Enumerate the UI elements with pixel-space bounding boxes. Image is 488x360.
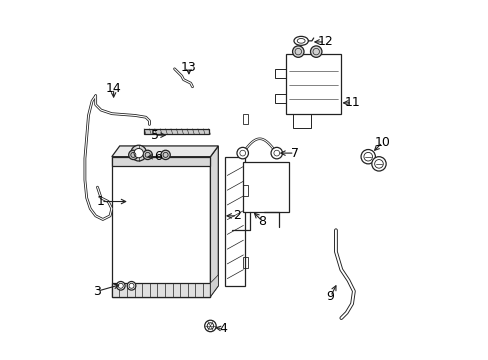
Circle shape bbox=[292, 46, 304, 57]
Circle shape bbox=[204, 320, 216, 332]
Bar bbox=[242, 162, 289, 212]
Text: 1: 1 bbox=[97, 195, 105, 208]
Ellipse shape bbox=[293, 36, 308, 45]
Text: 12: 12 bbox=[317, 35, 332, 49]
Text: 4: 4 bbox=[219, 322, 226, 335]
Text: 9: 9 bbox=[326, 290, 334, 303]
Polygon shape bbox=[112, 146, 218, 157]
Circle shape bbox=[310, 46, 321, 57]
Circle shape bbox=[237, 147, 248, 159]
Polygon shape bbox=[210, 275, 218, 297]
Polygon shape bbox=[210, 146, 218, 297]
Circle shape bbox=[161, 150, 170, 159]
Bar bbox=[243, 185, 247, 196]
Bar bbox=[144, 129, 208, 134]
Bar bbox=[243, 114, 247, 125]
Bar bbox=[225, 157, 244, 286]
Bar bbox=[285, 54, 341, 114]
Circle shape bbox=[371, 157, 386, 171]
Text: 5: 5 bbox=[150, 129, 159, 142]
Circle shape bbox=[116, 282, 125, 290]
Bar bbox=[274, 94, 285, 103]
Bar bbox=[274, 69, 285, 78]
Bar bbox=[112, 283, 210, 297]
Circle shape bbox=[131, 145, 146, 161]
Circle shape bbox=[127, 282, 136, 290]
Bar bbox=[243, 257, 247, 268]
Bar bbox=[112, 157, 210, 166]
Text: 13: 13 bbox=[181, 60, 196, 73]
Text: 10: 10 bbox=[374, 136, 390, 149]
Text: 7: 7 bbox=[290, 147, 298, 159]
Circle shape bbox=[360, 149, 375, 164]
Text: 14: 14 bbox=[105, 82, 121, 95]
Bar bbox=[112, 157, 210, 297]
Circle shape bbox=[134, 148, 143, 158]
Text: 2: 2 bbox=[233, 210, 241, 222]
Text: 3: 3 bbox=[93, 285, 101, 298]
Bar bbox=[292, 114, 310, 128]
Text: 8: 8 bbox=[258, 215, 266, 228]
Text: 6: 6 bbox=[154, 150, 162, 163]
Circle shape bbox=[128, 150, 138, 159]
Circle shape bbox=[142, 150, 152, 159]
Text: 11: 11 bbox=[344, 96, 359, 109]
Circle shape bbox=[270, 147, 282, 159]
